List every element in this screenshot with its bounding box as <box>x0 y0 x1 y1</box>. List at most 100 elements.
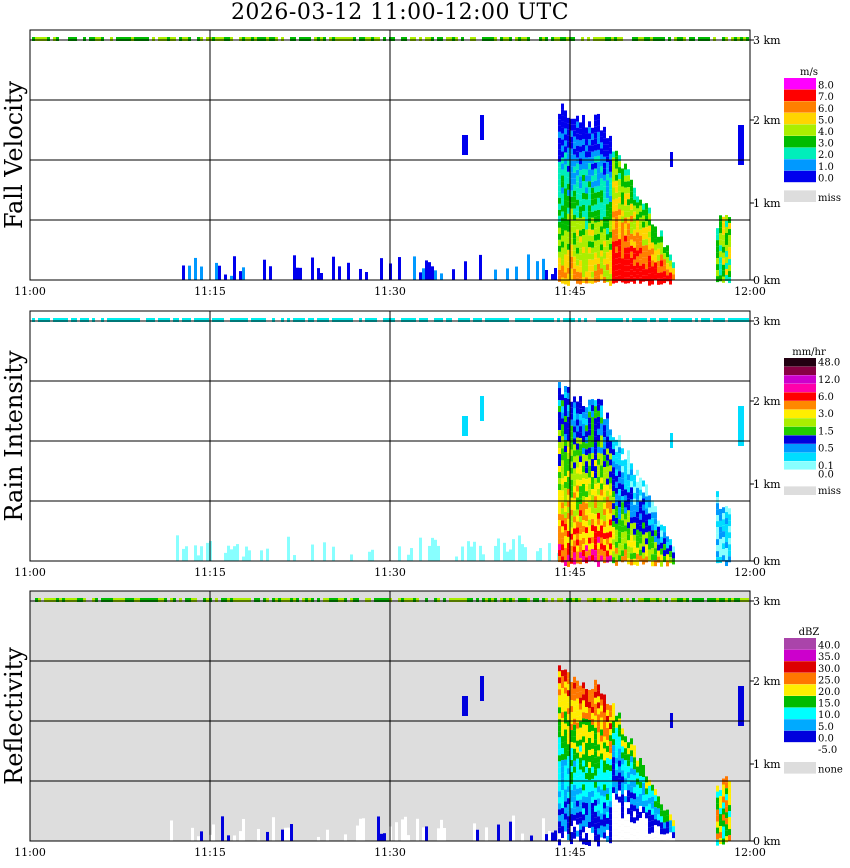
echo-cell <box>597 257 600 264</box>
echo-cell <box>609 255 612 262</box>
echo-cell <box>480 416 484 421</box>
echo-cell <box>561 460 564 467</box>
echo-cell <box>605 318 608 322</box>
echo-cell <box>657 802 660 809</box>
echo-cell <box>558 755 561 762</box>
echo-cell <box>536 318 539 322</box>
echo-cell <box>722 531 725 538</box>
echo-cell <box>639 787 642 794</box>
echo-cell <box>645 824 648 831</box>
echo-cell <box>588 459 591 466</box>
echo-cell <box>573 754 576 761</box>
height-tick-label: 0 km <box>753 555 781 568</box>
echo-cell <box>558 538 561 545</box>
echo-cell <box>564 164 567 171</box>
echo-cell <box>630 197 633 204</box>
echo-cell <box>594 228 597 235</box>
echo-cell <box>564 266 567 273</box>
echo-cell <box>591 265 594 272</box>
echo-cell <box>603 431 606 438</box>
echo-cell <box>716 539 719 546</box>
echo-cell <box>651 838 654 845</box>
echo-cell <box>218 37 221 41</box>
echo-cell <box>627 546 630 553</box>
echo-cell <box>657 820 660 827</box>
echo-cell <box>722 258 725 265</box>
echo-cell <box>627 181 630 188</box>
echo-cell <box>609 759 612 766</box>
echo-cell <box>654 554 657 561</box>
echo-cell <box>567 171 570 178</box>
echo-cell <box>630 816 633 823</box>
echo-cell <box>480 691 484 696</box>
echo-cell <box>582 484 585 491</box>
echo-cell <box>644 598 647 602</box>
echo-cell <box>615 222 618 229</box>
echo-cell <box>38 598 41 602</box>
echo-cell <box>440 318 443 322</box>
echo-cell <box>648 507 651 514</box>
echo-cell <box>564 687 567 694</box>
legend-swatch <box>784 366 816 375</box>
echo-cell <box>648 513 651 520</box>
echo-cell <box>630 547 633 554</box>
echo-cell <box>588 513 591 520</box>
echo-cell <box>485 318 488 322</box>
echo-cell <box>618 718 621 725</box>
echo-cell <box>728 318 731 322</box>
echo-cell <box>480 681 484 686</box>
echo-cell <box>642 777 645 784</box>
echo-cell <box>630 463 633 470</box>
echo-cell <box>738 706 744 711</box>
legend-label: 1.5 <box>818 426 834 437</box>
echo-cell <box>576 698 579 705</box>
echo-cell <box>588 435 591 442</box>
echo-cell <box>612 775 615 782</box>
legend-label: 1.0 <box>818 162 834 173</box>
echo-cell <box>567 398 570 405</box>
echo-cell <box>719 221 722 228</box>
echo-cell <box>600 136 603 143</box>
echo-cell <box>317 37 320 41</box>
echo-cell <box>621 460 624 467</box>
echo-cell <box>561 544 564 551</box>
echo-cell <box>612 247 615 254</box>
echo-cell <box>98 37 101 41</box>
echo-cell <box>597 191 600 198</box>
echo-cell <box>509 598 512 602</box>
echo-cell <box>609 177 612 184</box>
echo-cell <box>558 815 561 822</box>
echo-cell <box>621 270 624 277</box>
echo-cell <box>663 265 666 272</box>
echo-cell <box>630 834 633 841</box>
echo-cell <box>660 230 663 237</box>
echo-cell <box>594 436 597 443</box>
echo-cell <box>660 530 663 537</box>
echo-cell <box>578 318 581 322</box>
echo-cell <box>332 546 335 561</box>
echo-cell <box>576 800 579 807</box>
echo-cell <box>564 248 567 255</box>
echo-cell <box>600 513 603 520</box>
echo-cell <box>632 37 635 41</box>
echo-cell <box>576 830 579 837</box>
echo-cell <box>627 754 630 761</box>
echo-cell <box>674 598 677 602</box>
echo-cell <box>713 598 716 602</box>
echo-cell <box>564 807 567 814</box>
echo-cell <box>570 754 573 761</box>
echo-cell <box>573 250 576 257</box>
echo-cell <box>615 186 618 193</box>
echo-cell <box>480 401 484 406</box>
echo-cell <box>624 465 627 472</box>
echo-cell <box>425 826 428 841</box>
echo-cell <box>570 220 573 227</box>
echo-cell <box>670 443 673 448</box>
echo-cell <box>341 318 344 322</box>
echo-cell <box>672 826 675 833</box>
echo-cell <box>576 277 579 284</box>
echo-cell <box>302 598 305 602</box>
echo-cell <box>573 796 576 803</box>
echo-cell <box>738 406 744 411</box>
echo-cell <box>743 318 746 322</box>
